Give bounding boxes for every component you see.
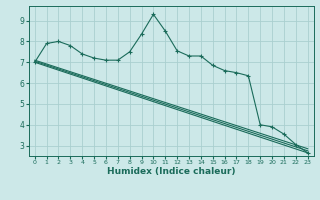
X-axis label: Humidex (Indice chaleur): Humidex (Indice chaleur) (107, 167, 236, 176)
